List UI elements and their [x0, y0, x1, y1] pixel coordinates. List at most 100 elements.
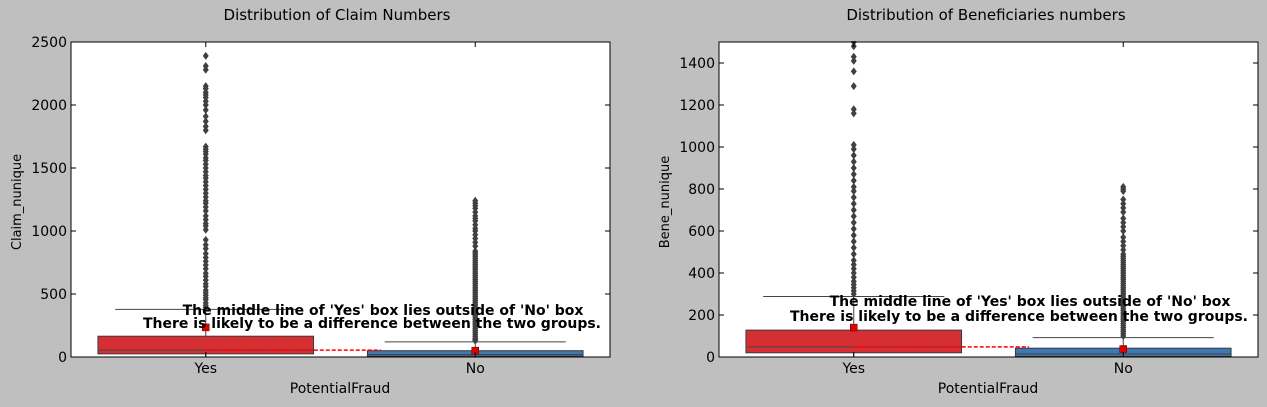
iqr-box — [97, 335, 315, 355]
mean-marker — [202, 323, 210, 332]
outlier-point — [850, 170, 857, 179]
box-yes — [97, 51, 315, 357]
outlier-point — [850, 105, 857, 114]
outlier-point — [202, 269, 209, 278]
outlier-point — [850, 182, 857, 191]
x-tick-label: No — [1114, 361, 1133, 377]
outlier-point — [850, 277, 857, 286]
outlier-point — [202, 106, 209, 115]
outlier-point — [202, 211, 209, 220]
outlier-point — [850, 151, 857, 160]
outlier-point — [202, 249, 209, 258]
outlier-point — [1120, 218, 1127, 227]
outlier-point — [850, 176, 857, 185]
outlier-point — [850, 212, 857, 221]
outlier-point — [850, 237, 857, 246]
outlier-point — [202, 51, 209, 60]
claims-boxplot-chart: 0 500 1000 1500 2000 2500 Yes No Distribution o… — [10, 6, 611, 397]
outlier-point — [850, 231, 857, 240]
plot-layer: 0 200 400 600 800 1000 1200 1400 Yes No — [679, 41, 1259, 377]
outlier-point — [1120, 203, 1127, 212]
outlier-point — [1120, 250, 1127, 259]
outlier-point — [850, 67, 857, 76]
outlier-point — [850, 52, 857, 61]
outlier-point — [472, 247, 479, 256]
outlier-point — [850, 193, 857, 202]
y-tick-label: 800 — [688, 182, 715, 198]
y-tick-label: 200 — [688, 308, 715, 324]
annotation-line-2: There is likely to be a difference betwe… — [790, 309, 1248, 325]
outlier-point — [850, 140, 857, 149]
outlier-point — [850, 224, 857, 233]
y-tick-label: 1400 — [679, 56, 715, 72]
y-tick-label: 1000 — [679, 140, 715, 156]
outlier-point — [850, 164, 857, 172]
x-axis-label: PotentialFraud — [938, 381, 1038, 397]
beneficiaries-boxplot-chart: 0 200 400 600 800 1000 1200 1400 Yes No Distribut… — [658, 6, 1259, 397]
annotation-line-1: The middle line of 'Yes' box lies outsid… — [183, 303, 584, 319]
y-tick-label: 2500 — [31, 35, 67, 51]
outlier-point — [1120, 208, 1127, 217]
outlier-point — [850, 256, 857, 265]
outlier-point — [202, 82, 209, 91]
outlier-point — [1120, 199, 1127, 208]
y-axis-label: Bene_nunique — [658, 156, 673, 248]
outlier-point — [1120, 227, 1127, 235]
outlier-point — [850, 187, 857, 196]
outlier-point — [472, 196, 479, 205]
outlier-point — [850, 269, 857, 277]
mean-marker — [1119, 345, 1127, 353]
plot-clipped — [97, 51, 584, 357]
outlier-point — [202, 117, 209, 126]
annotation-line-2: There is likely to be a difference betwe… — [143, 316, 601, 332]
axes-frame — [718, 41, 1259, 358]
y-tick-label: 1000 — [31, 224, 67, 240]
outlier-point — [850, 145, 857, 154]
outlier-point — [850, 157, 857, 166]
outlier-point — [1120, 182, 1127, 191]
y-tick-label: 1500 — [31, 161, 67, 177]
plot-area — [71, 42, 610, 357]
outlier-point — [1120, 233, 1127, 242]
x-tick-label: No — [466, 361, 485, 377]
y-tick-label: 0 — [58, 350, 67, 366]
chart-title: Distribution of Beneficiaries numbers — [846, 6, 1126, 24]
axes-frame — [70, 41, 611, 358]
outlier-point — [1120, 245, 1127, 254]
outlier-point — [850, 260, 857, 269]
outlier-point — [850, 82, 857, 91]
y-tick-label: 400 — [688, 266, 715, 282]
outlier-point — [1120, 222, 1127, 231]
outlier-point — [1120, 241, 1127, 250]
y-tick-label: 600 — [688, 224, 715, 240]
annotation-line-1: The middle line of 'Yes' box lies outsid… — [830, 294, 1231, 310]
iqr-box — [745, 329, 963, 354]
chart-title: Distribution of Claim Numbers — [224, 6, 451, 24]
outlier-point — [850, 243, 857, 252]
y-tick-label: 2000 — [31, 98, 67, 114]
outlier-point — [850, 218, 857, 227]
mean-marker — [850, 323, 858, 332]
outlier-point — [1120, 237, 1127, 246]
x-tick-label: Yes — [841, 361, 865, 377]
plot-area — [719, 42, 1258, 357]
outlier-point — [850, 199, 857, 208]
outlier-point — [202, 61, 209, 70]
y-tick-label: 500 — [40, 287, 67, 303]
outlier-point — [850, 109, 857, 118]
outlier-point — [202, 112, 209, 121]
outlier-point — [850, 206, 857, 214]
outlier-point — [850, 250, 857, 259]
y-tick-label: 0 — [706, 350, 715, 366]
x-axis-label: PotentialFraud — [290, 381, 390, 397]
y-tick-label: 1200 — [679, 98, 715, 114]
outlier-point — [850, 273, 857, 282]
y-axis-label: Claim_nunique — [10, 154, 25, 250]
outlier-point — [850, 264, 857, 273]
outlier-point — [1120, 195, 1127, 204]
outlier-point — [202, 142, 209, 151]
outlier-point — [202, 122, 209, 131]
outlier-point — [202, 240, 209, 249]
outlier-point — [202, 235, 209, 244]
